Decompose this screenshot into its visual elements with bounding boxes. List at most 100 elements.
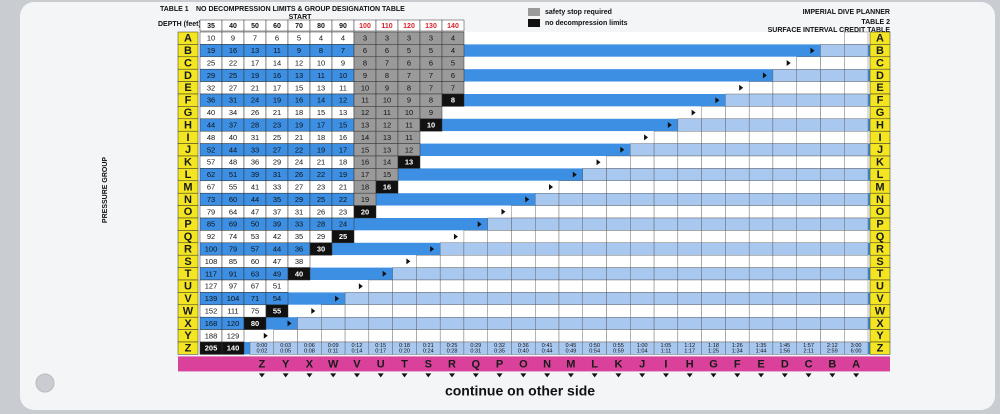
group-letter-left: V [184, 293, 192, 305]
table2-cell [653, 205, 679, 219]
table2-cell [463, 317, 488, 330]
surface-interval: 1:17 [684, 349, 695, 355]
table1-value: 12 [339, 96, 347, 105]
table2-cell [630, 155, 655, 169]
table2-label: TABLE 2 [861, 19, 890, 26]
table2-cell [582, 304, 607, 318]
table2-cell [487, 230, 512, 243]
table2-cell [511, 279, 536, 293]
down-arrow [544, 373, 551, 378]
down-arrow [520, 373, 527, 378]
table2-cell [463, 254, 488, 268]
table2-cell [368, 279, 393, 293]
table2-cell [725, 254, 750, 268]
table2-cell [558, 267, 583, 281]
table2-cell [511, 329, 536, 343]
surface-interval: 0:17 [375, 349, 386, 355]
table2-cell [748, 279, 774, 293]
table2-cell [582, 192, 607, 206]
table2-cell [820, 292, 845, 305]
table2-cell [748, 143, 774, 157]
table2-cell [796, 56, 821, 70]
table2-cell [796, 230, 821, 243]
table2-cell [701, 292, 726, 305]
group-letter-right: V [876, 293, 884, 305]
surface-interval: 0:35 [494, 349, 505, 355]
table1-value: 13 [383, 133, 391, 142]
surface-interval: 1:18 [708, 343, 719, 349]
bottom-group-letter: W [328, 358, 339, 370]
table1-value: 57 [207, 158, 215, 167]
table2-cell [630, 217, 655, 231]
down-arrow [615, 373, 622, 378]
table2-cell [535, 304, 560, 318]
table2-cell [844, 31, 869, 45]
table1-value: 21 [317, 158, 325, 167]
table1-value: 36 [207, 96, 215, 105]
table2-cell [844, 230, 869, 243]
table2-cell [844, 180, 869, 194]
surface-interval: 0:45 [565, 343, 576, 349]
table2-cell [606, 168, 631, 181]
table2-cell [344, 292, 370, 305]
table2-cell [725, 304, 750, 318]
surface-interval: 1:57 [803, 343, 814, 349]
table2-cell [392, 292, 417, 305]
table2-cell [535, 242, 560, 256]
table2-cell [772, 267, 797, 281]
down-arrow [496, 373, 503, 378]
table2-title: SURFACE INTERVAL CREDIT TABLE [768, 27, 891, 34]
table2-cell [844, 155, 869, 169]
table2-cell [772, 155, 797, 169]
table1-value: 67 [207, 182, 215, 191]
table2-cell [392, 304, 417, 318]
table2-cell [535, 192, 560, 206]
group-letter-left: A [184, 33, 192, 45]
table2-cell [772, 168, 797, 181]
table1-value: 51 [229, 170, 237, 179]
table2-cell [439, 317, 465, 330]
table1-value: 7 [341, 46, 345, 55]
table2-cell [748, 118, 774, 132]
table1-value: 3 [407, 34, 411, 43]
table2-cell [725, 279, 750, 293]
table2-cell [439, 267, 465, 281]
table1-value: 44 [251, 195, 259, 204]
table2-cell [677, 130, 702, 144]
depth-label: 90 [339, 23, 347, 30]
ndl-value: 20 [361, 207, 369, 216]
table1-value: 85 [207, 220, 215, 229]
table1-value: 32 [207, 83, 215, 92]
table1-value: 9 [297, 46, 301, 55]
table1-value: 4 [341, 34, 345, 43]
table2-cell [701, 329, 726, 343]
table2-cell [368, 317, 393, 330]
table2-cell [344, 329, 370, 343]
group-letter-left: T [185, 268, 192, 280]
table1-value: 31 [295, 207, 303, 216]
table2-cell [844, 317, 869, 330]
table2-cell [844, 205, 869, 219]
surface-interval: 2:11 [803, 349, 813, 355]
table2-cell [630, 205, 655, 219]
table1-cell [331, 230, 355, 244]
group-letter-right: Y [876, 330, 884, 342]
legend-safety: safety stop required [545, 9, 612, 16]
table2-cell [796, 254, 821, 268]
table2-cell [630, 230, 655, 243]
surface-interval: 0:54 [589, 349, 600, 355]
table2-cell [748, 180, 774, 194]
group-letter-left: B [184, 45, 192, 57]
table2-cell [606, 279, 631, 293]
table2-cell [630, 192, 655, 206]
ndl-value: 80 [251, 319, 259, 328]
table1-value: 25 [207, 58, 215, 67]
surface-interval: 0:15 [375, 343, 386, 349]
legend-swatch-ndl [528, 19, 540, 27]
table1-value: 15 [339, 120, 347, 129]
table2-cell [558, 292, 583, 305]
down-arrow [449, 373, 456, 378]
depth-label: 120 [403, 23, 415, 30]
group-letter-left: M [183, 181, 192, 193]
table2-cell [844, 267, 869, 281]
